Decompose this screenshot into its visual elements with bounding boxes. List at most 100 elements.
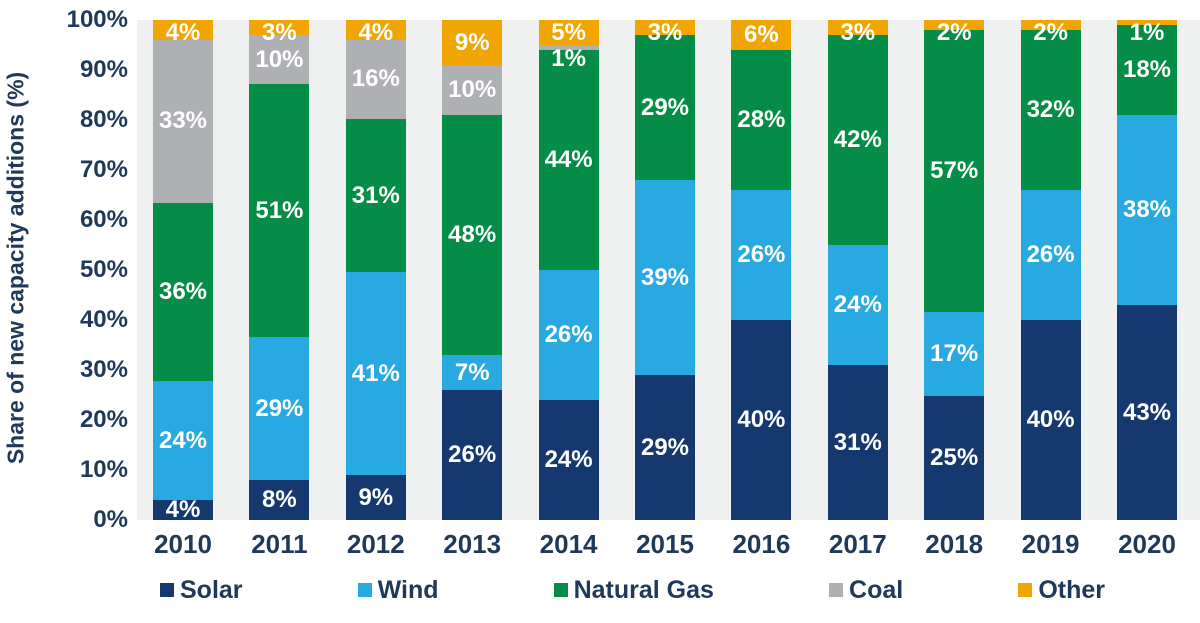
bar-value-label: 33%: [158, 107, 208, 135]
bar-segment-wind: [827, 245, 888, 365]
x-tick-label: 2012: [346, 529, 405, 559]
legend-swatch: [553, 583, 568, 597]
bar-value-label: 41%: [351, 359, 400, 387]
bar-value-label: 29%: [255, 394, 304, 422]
bar-segment-solar: [1020, 320, 1081, 520]
legend: Solar Wind Natural Gas Coal Other: [160, 572, 1105, 608]
bar-value-label: 40%: [1026, 406, 1075, 433]
bar-segment-solar: [153, 500, 213, 520]
x-tick-label: 2016: [732, 529, 791, 559]
x-axis: 2010 2011 2012 2013 2014 2015 2016 2017 2018 2019…: [137, 528, 1200, 560]
bar-value-label: 38%: [1122, 196, 1172, 223]
legend-swatch: [1018, 583, 1033, 597]
bar-column: 3% 29% 39% 29%: [635, 20, 695, 520]
x-tick-label: 2014: [539, 529, 598, 559]
bar-segment-natural-gas: [153, 203, 213, 382]
legend-swatch: [357, 583, 372, 597]
bar-segment-solar: [538, 400, 599, 520]
y-tick-label: 70%: [79, 156, 128, 183]
bar-value-label: 9%: [358, 483, 394, 511]
bar-value-label: 4%: [165, 20, 201, 46]
legend-item-coal: Coal: [829, 576, 903, 605]
bar-column: 2% 57% 17% 25%: [924, 20, 985, 520]
x-tick-label: 2011: [251, 529, 308, 559]
x-tick-label: 2020: [1118, 529, 1176, 559]
legend-label: Other: [1038, 575, 1105, 604]
bar-segment-wind: [635, 180, 695, 375]
bar-segment-solar: [731, 320, 792, 520]
bar-segment-other: [1117, 20, 1177, 25]
bar-value-label: 8%: [262, 486, 297, 514]
x-tick-label: 2019: [1021, 529, 1080, 559]
bar-segment-coal: [249, 34, 310, 85]
bar-segment-other: [345, 20, 406, 40]
bar-value-label: 24%: [158, 426, 208, 454]
bar-value-label: 4%: [358, 20, 394, 46]
bar-value-label: 2%: [936, 20, 972, 46]
bar-value-label: 26%: [1026, 241, 1075, 268]
bar-value-label: 7%: [454, 358, 490, 386]
bar-value-label: 51%: [255, 196, 304, 224]
bar-value-label: 10%: [448, 76, 497, 103]
x-tick-label: 2015: [636, 529, 694, 559]
bar-segment-other: [924, 20, 985, 30]
bar-value-label: 32%: [1026, 96, 1075, 123]
bar-value-label: 3%: [262, 20, 297, 46]
bar-column: 4% 16% 31% 41% 9%: [345, 20, 406, 520]
bar-value-label: 43%: [1122, 398, 1172, 426]
bar-segment-other: [1020, 20, 1081, 30]
bar-value-label: 29%: [640, 93, 690, 121]
bar-column: 3% 10% 51% 29% 8%: [249, 20, 310, 520]
bar-value-label: 36%: [158, 278, 208, 306]
bar-column: 6% 28% 26% 40%: [731, 20, 792, 520]
bar-value-label: 39%: [640, 263, 690, 291]
bar-segment-natural-gas: [538, 50, 599, 270]
bar-segment-coal: [538, 45, 599, 50]
bar-value-label: 6%: [744, 21, 779, 48]
legend-label: Coal: [849, 575, 904, 604]
bar-segment-coal: [153, 39, 213, 204]
y-tick-label: 60%: [79, 206, 128, 233]
y-tick-label: 0%: [93, 506, 128, 533]
legend-item-solar: Solar: [160, 576, 243, 605]
legend-item-natural-gas: Natural Gas: [553, 576, 714, 605]
bar-value-label: 31%: [833, 428, 882, 456]
bar-segment-wind: [345, 272, 406, 476]
x-tick-label: 2013: [443, 529, 502, 559]
bar-value-label: 40%: [737, 406, 786, 433]
y-tick-label: 50%: [79, 256, 128, 283]
bar-segment-solar: [1117, 305, 1177, 520]
bar-segment-natural-gas: [635, 35, 695, 180]
bar-segment-other: [442, 20, 503, 65]
bar-segment-natural-gas: [249, 84, 310, 337]
bar-segment-wind: [442, 355, 503, 390]
bar-segment-solar: [345, 475, 406, 520]
y-tick-label: 40%: [79, 306, 128, 333]
bar-column: 9% 10% 48% 7% 26%: [442, 20, 503, 520]
bar-segment-other: [827, 20, 888, 35]
bar-segment-solar: [635, 375, 695, 520]
bar-value-label: 5%: [551, 20, 586, 46]
bar-column: 2% 32% 26% 40%: [1020, 20, 1081, 520]
bar-segment-wind: [538, 270, 599, 400]
bar-segment-natural-gas: [1020, 30, 1081, 190]
bar-segment-coal: [442, 65, 503, 115]
x-tick-label: 2017: [828, 529, 887, 559]
y-tick-label: 10%: [79, 456, 128, 483]
bar-segment-natural-gas: [442, 115, 503, 355]
y-tick-label: 30%: [79, 356, 128, 383]
bar-segment-coal: [345, 39, 406, 120]
bar-column: 3% 42% 24% 31%: [827, 20, 888, 520]
bar-segment-other: [635, 20, 695, 35]
bar-value-label: 3%: [840, 20, 876, 46]
legend-item-wind: Wind: [357, 576, 439, 605]
bar-value-label: 31%: [351, 181, 400, 209]
bar-value-label: 42%: [833, 126, 882, 153]
bar-segment-wind: [1020, 190, 1081, 320]
bar-segment-solar: [924, 396, 985, 520]
bar-segment-wind: [153, 381, 213, 501]
bar-value-label: 57%: [930, 156, 979, 184]
bar-column: 5% 1% 44% 26% 24%: [538, 20, 599, 520]
bar-segment-other: [538, 20, 599, 45]
y-tick-label: 90%: [79, 56, 128, 83]
